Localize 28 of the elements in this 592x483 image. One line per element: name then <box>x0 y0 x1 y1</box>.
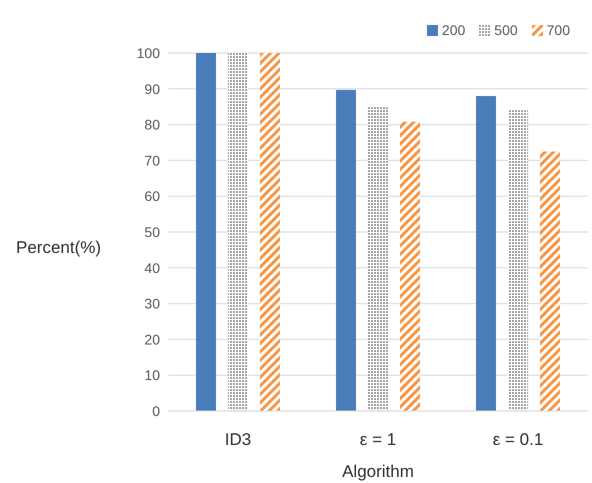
y-tick-label: 0 <box>152 402 160 419</box>
bar <box>476 96 496 411</box>
legend-label: 200 <box>440 22 466 38</box>
legend-label: 500 <box>493 22 518 38</box>
y-tick-label: 30 <box>144 296 160 312</box>
y-tick-label: 80 <box>144 116 160 133</box>
y-axis-title: Percent(%) <box>16 238 102 258</box>
y-tick-label: 40 <box>144 260 160 276</box>
y-tick-label: 90 <box>144 80 160 97</box>
y-tick-label: 50 <box>144 224 160 240</box>
y-tick-label: 10 <box>144 367 160 384</box>
x-tick-label: ε = 0.1 <box>492 430 544 450</box>
bar <box>508 110 528 411</box>
bar <box>336 90 356 411</box>
y-tick-label: 60 <box>144 188 160 204</box>
y-tick-label: 100 <box>136 44 160 61</box>
bar <box>368 106 388 411</box>
legend-label: 700 <box>546 22 570 38</box>
x-tick-label: ID3 <box>224 430 252 450</box>
x-axis-title: Algorithm <box>342 462 414 481</box>
bar <box>228 53 248 411</box>
bar <box>540 151 560 411</box>
bar <box>400 122 420 411</box>
y-tick-label: 20 <box>144 331 160 348</box>
bar <box>196 53 216 411</box>
y-tick-label: 70 <box>144 152 160 168</box>
bar <box>260 53 280 411</box>
x-tick-label: ε = 1 <box>360 430 396 450</box>
